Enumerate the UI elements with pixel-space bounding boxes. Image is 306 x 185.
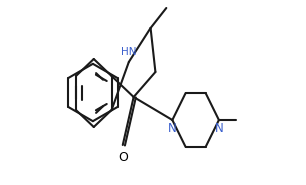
- Text: O: O: [118, 151, 128, 164]
- Text: N: N: [168, 122, 177, 135]
- Text: HN: HN: [121, 47, 136, 57]
- Text: N: N: [215, 122, 223, 135]
